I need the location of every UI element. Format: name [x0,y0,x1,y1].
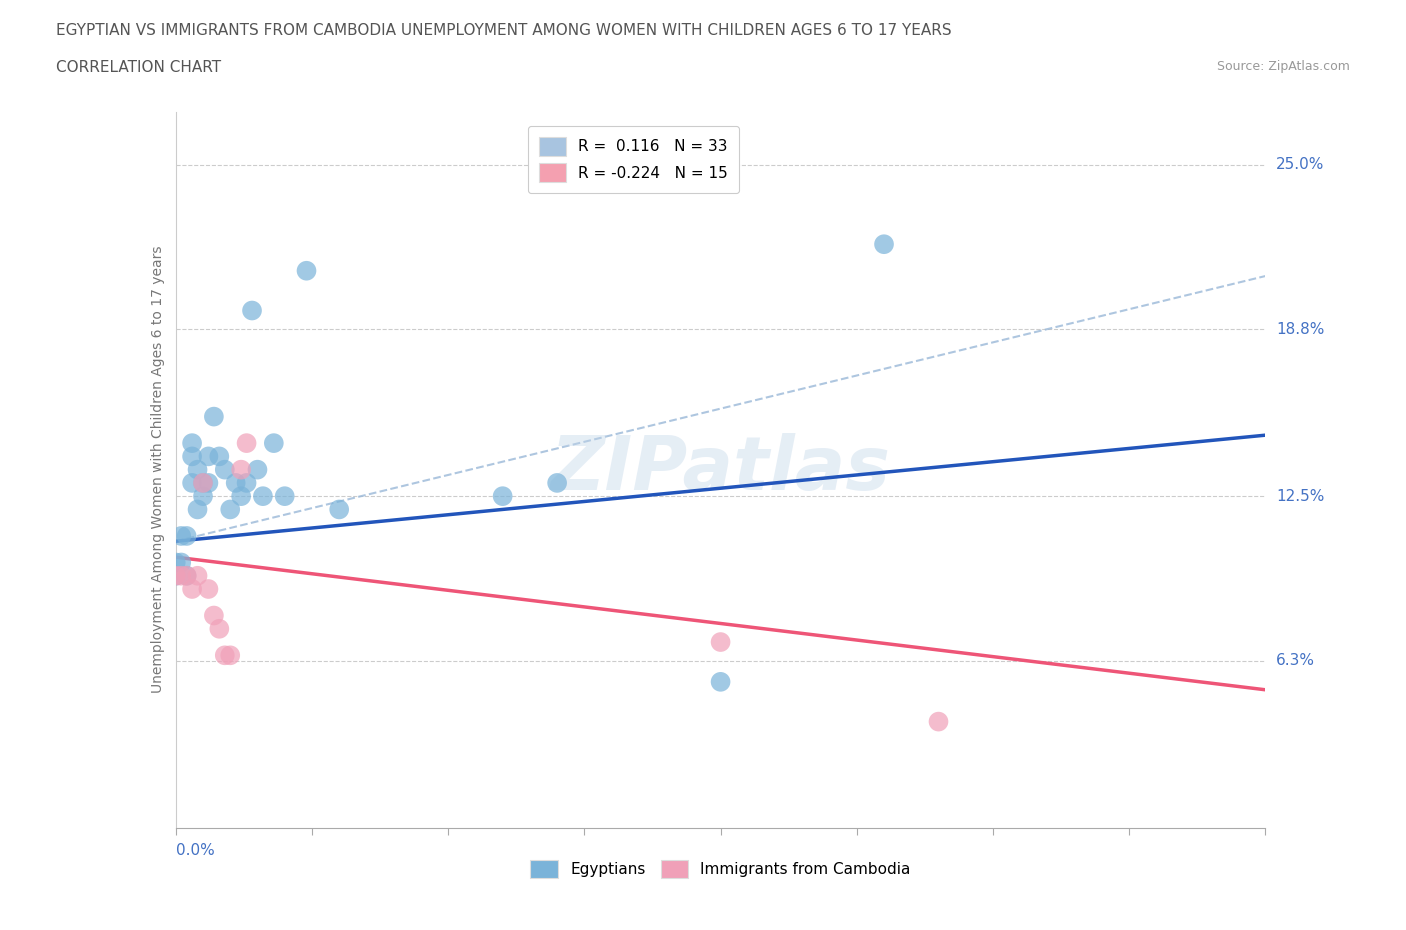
Point [191,475,214,490]
Point [710,634,733,649]
Point [208,449,231,464]
Point [225,475,247,490]
Point [214,462,236,477]
Point [274,489,297,504]
Point [181,449,204,464]
Text: 18.8%: 18.8% [1277,322,1324,337]
Point [214,648,236,663]
Point [181,475,204,490]
Point [295,263,318,278]
Text: CORRELATION CHART: CORRELATION CHART [56,60,221,75]
Point [197,581,219,596]
Point [176,568,198,583]
Point [191,475,214,490]
Point [181,435,204,450]
Point [263,435,285,450]
Point [492,489,515,504]
Point [240,303,263,318]
Text: Source: ZipAtlas.com: Source: ZipAtlas.com [1216,60,1350,73]
Point [186,568,209,583]
Point [546,475,568,490]
Text: 6.3%: 6.3% [1277,653,1315,668]
Text: 12.5%: 12.5% [1277,488,1324,504]
Point [219,648,242,663]
Point [219,502,242,517]
Point [246,462,269,477]
Point [928,714,950,729]
Point [231,489,253,504]
Point [231,462,253,477]
Y-axis label: Unemployment Among Women with Children Ages 6 to 17 years: Unemployment Among Women with Children A… [150,246,165,694]
Point [170,555,193,570]
Point [170,568,193,583]
Point [186,502,209,517]
Point [235,435,257,450]
Text: EGYPTIAN VS IMMIGRANTS FROM CAMBODIA UNEMPLOYMENT AMONG WOMEN WITH CHILDREN AGES: EGYPTIAN VS IMMIGRANTS FROM CAMBODIA UNE… [56,23,952,38]
Point [197,475,219,490]
Point [165,568,187,583]
Point [208,621,231,636]
Point [186,462,209,477]
Point [181,581,204,596]
Text: 0.0%: 0.0% [176,844,215,858]
Point [202,409,225,424]
Point [235,475,257,490]
Point [202,608,225,623]
Point [165,555,187,570]
Text: 25.0%: 25.0% [1277,157,1324,172]
Point [197,449,219,464]
Point [873,237,896,252]
Point [191,489,214,504]
Point [170,528,193,543]
Point [176,528,198,543]
Point [252,489,274,504]
Point [328,502,350,517]
Point [710,674,733,689]
Legend: Egyptians, Immigrants from Cambodia: Egyptians, Immigrants from Cambodia [524,854,917,884]
Point [176,568,198,583]
Point [165,568,187,583]
Text: ZIPatlas: ZIPatlas [551,433,890,506]
